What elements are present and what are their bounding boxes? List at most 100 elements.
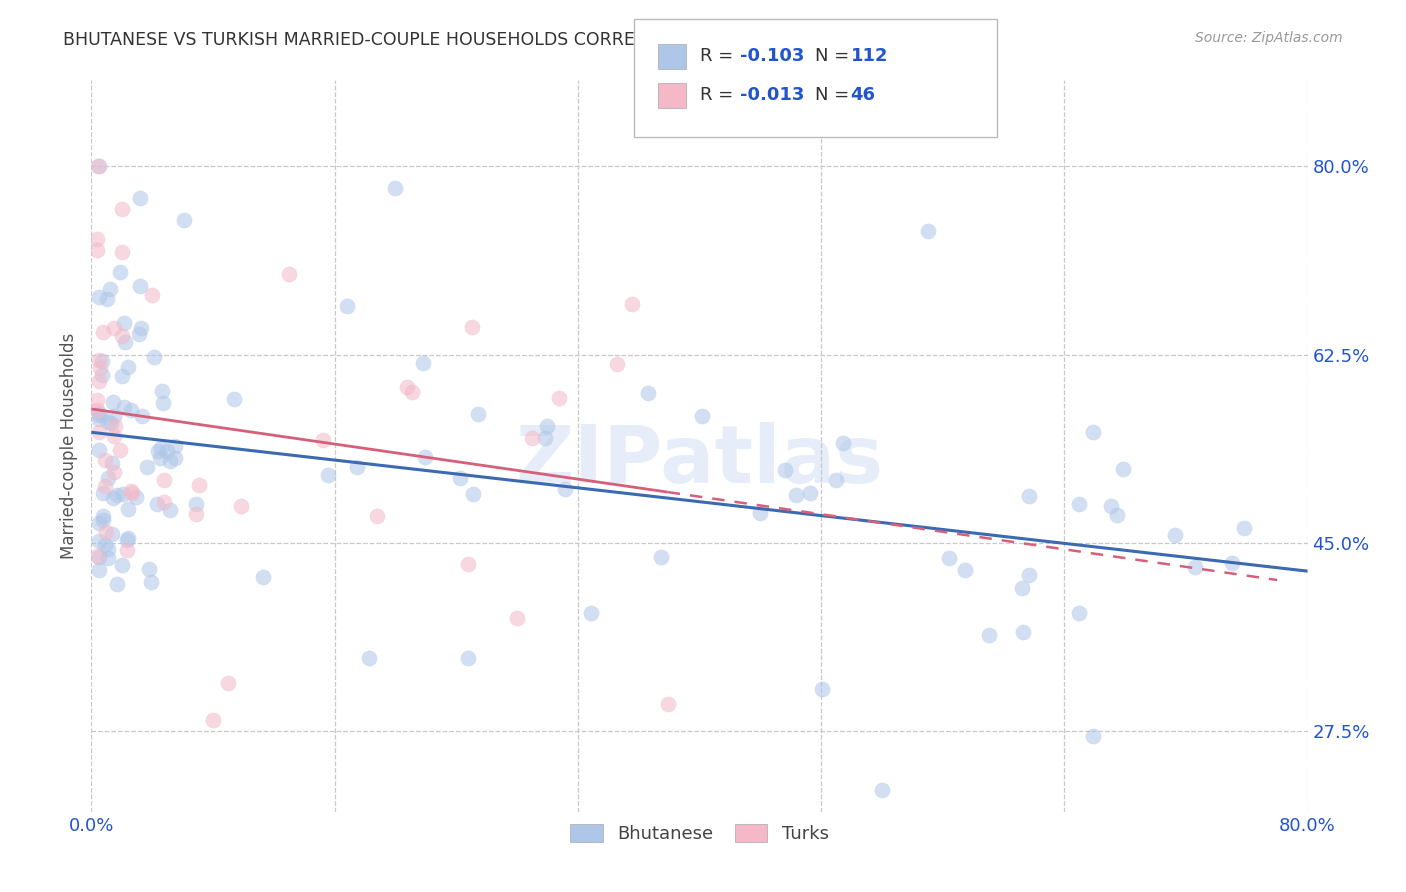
Point bbox=[449, 470, 471, 484]
Point bbox=[534, 431, 557, 445]
Point bbox=[100, 282, 122, 296]
Point bbox=[554, 482, 576, 496]
Point bbox=[870, 783, 893, 797]
Text: 112: 112 bbox=[851, 47, 889, 65]
Point bbox=[87, 408, 110, 422]
Point bbox=[100, 526, 122, 541]
Point bbox=[773, 463, 796, 477]
Point bbox=[825, 473, 848, 487]
Point bbox=[97, 550, 120, 565]
Point bbox=[316, 467, 339, 482]
Text: R =: R = bbox=[700, 87, 740, 104]
Point bbox=[86, 403, 108, 417]
Point bbox=[141, 288, 163, 302]
Point bbox=[101, 394, 124, 409]
Point bbox=[152, 396, 174, 410]
Point bbox=[97, 471, 120, 485]
Point bbox=[650, 550, 672, 565]
Point bbox=[977, 628, 1000, 642]
Point bbox=[89, 361, 111, 376]
Point bbox=[1018, 490, 1040, 504]
Point bbox=[150, 384, 173, 398]
Point bbox=[1011, 581, 1033, 595]
Text: N =: N = bbox=[815, 87, 855, 104]
Point bbox=[96, 415, 118, 429]
Point bbox=[346, 459, 368, 474]
Point bbox=[117, 359, 139, 374]
Point bbox=[96, 524, 118, 539]
Point bbox=[1067, 497, 1090, 511]
Point bbox=[108, 265, 131, 279]
Text: N =: N = bbox=[815, 47, 855, 65]
Point bbox=[91, 513, 114, 527]
Text: 46: 46 bbox=[851, 87, 876, 104]
Point bbox=[412, 356, 434, 370]
Point bbox=[87, 406, 110, 420]
Point bbox=[93, 453, 115, 467]
Point bbox=[129, 321, 152, 335]
Point bbox=[384, 181, 406, 195]
Point bbox=[145, 497, 167, 511]
Point bbox=[153, 495, 176, 509]
Point bbox=[87, 353, 110, 368]
Point bbox=[224, 392, 246, 407]
Point bbox=[366, 508, 388, 523]
Point bbox=[117, 501, 139, 516]
Point bbox=[103, 320, 125, 334]
Point bbox=[785, 488, 807, 502]
Point bbox=[112, 316, 135, 330]
Point bbox=[149, 451, 172, 466]
Point bbox=[938, 550, 960, 565]
Point bbox=[1067, 606, 1090, 620]
Point bbox=[96, 292, 118, 306]
Text: -0.013: -0.013 bbox=[740, 87, 804, 104]
Point bbox=[136, 460, 159, 475]
Point bbox=[173, 213, 195, 227]
Point bbox=[156, 443, 179, 458]
Point bbox=[129, 279, 152, 293]
Point bbox=[87, 290, 110, 304]
Point bbox=[100, 416, 122, 430]
Point bbox=[401, 384, 423, 399]
Point bbox=[86, 243, 108, 257]
Point bbox=[115, 533, 138, 547]
Point bbox=[91, 508, 114, 523]
Point bbox=[146, 444, 169, 458]
Point bbox=[87, 375, 110, 389]
Point bbox=[395, 380, 418, 394]
Point bbox=[87, 549, 110, 564]
Point bbox=[252, 569, 274, 583]
Point bbox=[117, 531, 139, 545]
Point bbox=[103, 409, 125, 423]
Point bbox=[91, 326, 114, 340]
Point bbox=[104, 418, 127, 433]
Point bbox=[1112, 461, 1135, 475]
Point bbox=[86, 232, 108, 246]
Point bbox=[457, 650, 479, 665]
Point bbox=[1081, 425, 1104, 439]
Point bbox=[917, 224, 939, 238]
Point bbox=[87, 425, 110, 440]
Point bbox=[536, 419, 558, 434]
Point bbox=[93, 479, 115, 493]
Point bbox=[131, 409, 153, 424]
Point bbox=[101, 491, 124, 506]
Point bbox=[105, 576, 128, 591]
Point bbox=[1220, 556, 1243, 570]
Point bbox=[463, 487, 485, 501]
Point bbox=[87, 442, 110, 457]
Point bbox=[202, 714, 225, 728]
Point bbox=[159, 454, 181, 468]
Point bbox=[128, 326, 150, 341]
Point bbox=[97, 542, 120, 557]
Point bbox=[142, 350, 165, 364]
Point bbox=[101, 456, 124, 470]
Point bbox=[1184, 560, 1206, 574]
Point bbox=[150, 441, 173, 455]
Point bbox=[159, 502, 181, 516]
Point bbox=[506, 611, 529, 625]
Point bbox=[229, 499, 252, 513]
Point bbox=[1018, 567, 1040, 582]
Point bbox=[120, 402, 142, 417]
Point bbox=[114, 335, 136, 350]
